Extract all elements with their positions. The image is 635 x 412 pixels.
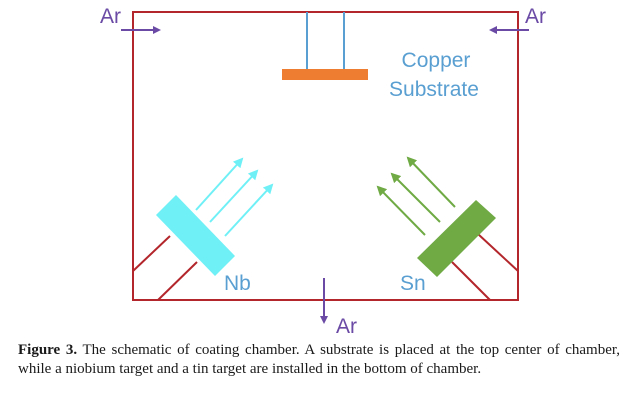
sn-flux-arrow <box>376 185 426 236</box>
sn-target-mount-line <box>477 233 519 272</box>
ar-label-bottom: Ar <box>336 315 357 338</box>
nb-target-mount-line <box>157 261 198 301</box>
ar-label-left: Ar <box>100 5 121 28</box>
nb-flux-arrow <box>209 169 259 223</box>
substrate-label-line-2: Substrate <box>389 78 479 101</box>
sn-target <box>417 200 496 277</box>
figure-caption: Figure 3. The schematic of coating chamb… <box>18 341 620 379</box>
substrate-label-line-1: Copper <box>402 49 471 72</box>
chamber-wall <box>132 11 519 301</box>
ar-label-right: Ar <box>525 5 546 28</box>
figure-caption-text: The schematic of coating chamber. A subs… <box>18 342 620 377</box>
nb-target-label: Nb <box>224 272 251 295</box>
chamber-diagram: Copper Substrate Ar Ar Ar Nb Sn <box>100 5 546 338</box>
nb-flux-arrow <box>195 157 244 211</box>
sn-target-label: Sn <box>400 272 426 295</box>
sn-target-mount-line <box>451 261 491 301</box>
sn-flux-arrow <box>406 156 456 208</box>
copper-substrate <box>282 69 368 80</box>
nb-target-mount-line <box>132 235 171 272</box>
nb-target <box>156 195 235 276</box>
figure-label: Figure 3. <box>18 342 78 358</box>
sn-flux-arrow <box>390 172 441 223</box>
nb-flux-arrow <box>224 183 274 237</box>
